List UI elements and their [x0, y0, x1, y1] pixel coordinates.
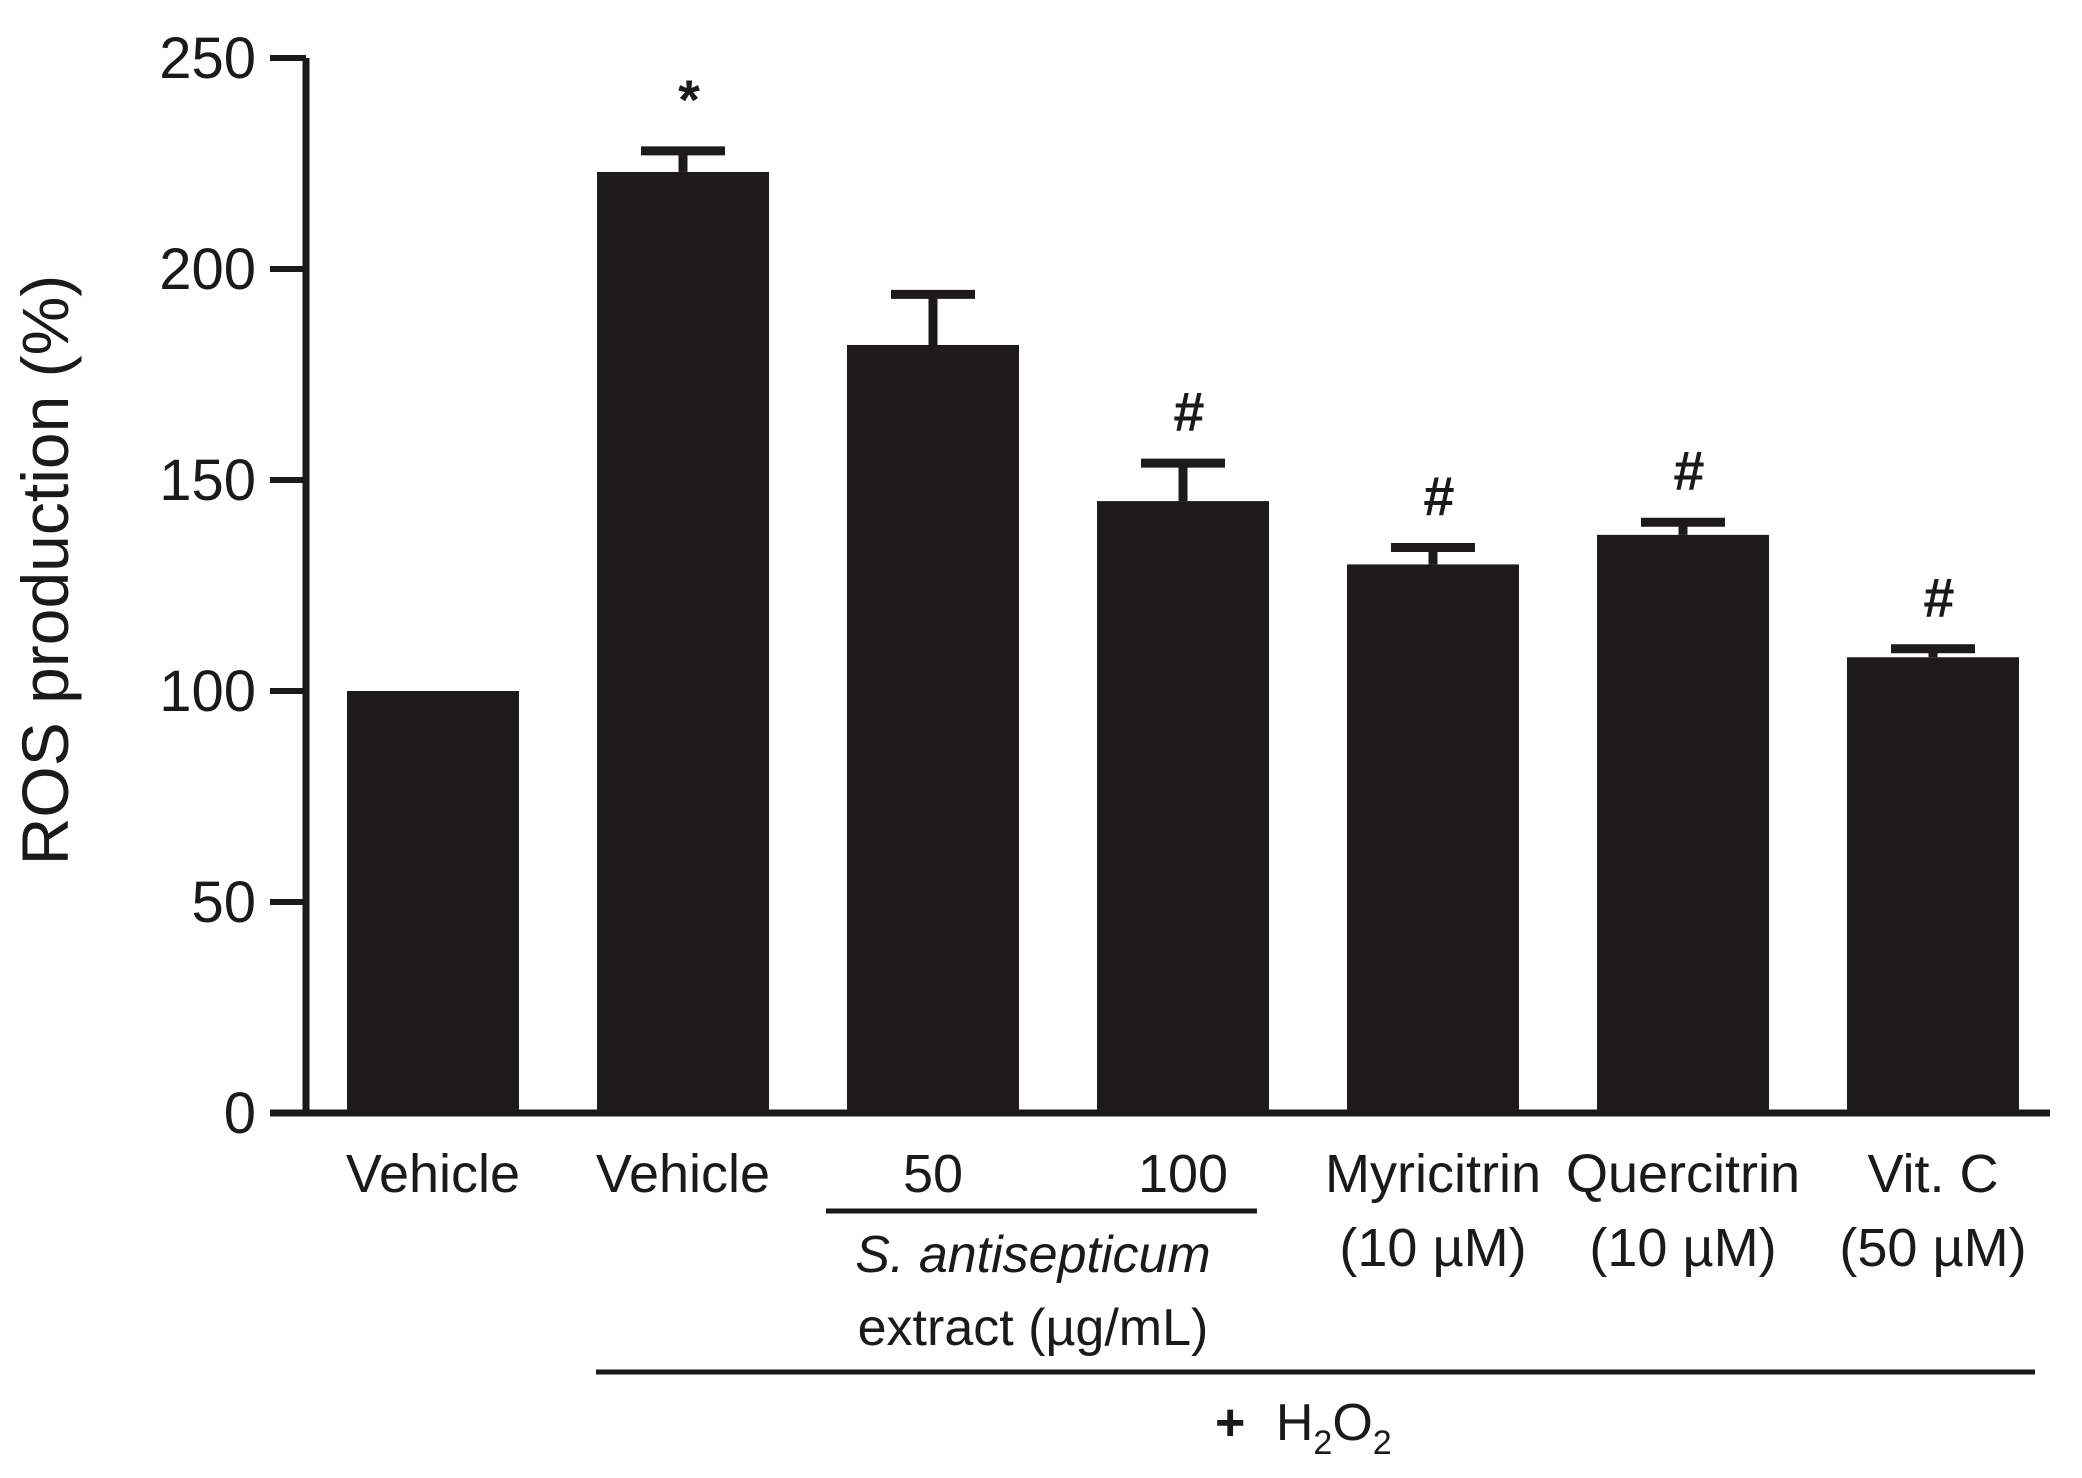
category-label: 50: [903, 1144, 963, 1204]
bar: [1097, 501, 1269, 1114]
significance-marker: #: [1173, 380, 1204, 443]
category-sublabel: (10 µM): [1589, 1218, 1776, 1278]
significance-marker: #: [1423, 465, 1454, 528]
extract-group-line2: extract (µg/mL): [858, 1299, 1209, 1357]
y-tick-label: 200: [159, 237, 256, 302]
y-tick-label: 50: [191, 870, 256, 935]
y-axis: 0 50 100 150 200 250: [159, 26, 2050, 1146]
significance-marker: *: [678, 68, 700, 131]
category-sublabel: (50 µM): [1839, 1218, 2026, 1278]
y-tick-label: 150: [159, 448, 256, 513]
significance-marker: #: [1923, 566, 1954, 629]
bar: [1597, 534, 1769, 1113]
bars: [347, 171, 2019, 1114]
significance-marker: #: [1673, 439, 1704, 502]
significance-markers: * # # # #: [678, 68, 1954, 629]
y-axis-label: ROS production (%): [8, 275, 82, 866]
bar: [847, 344, 1019, 1114]
y-tick-label: 250: [159, 26, 256, 91]
category-label: 100: [1138, 1144, 1228, 1204]
bar: [347, 691, 519, 1113]
category-label: Vehicle: [346, 1144, 520, 1204]
h2o2-group: + H2O2: [596, 1369, 2035, 1462]
category-label: Myricitrin: [1325, 1144, 1541, 1204]
extract-group: S. antisepticum extract (µg/mL): [826, 1208, 1257, 1357]
bar: [597, 171, 769, 1113]
category-label: Vit. C: [1867, 1144, 1998, 1204]
y-tick-label: 100: [159, 659, 256, 724]
category-sublabel: (10 µM): [1339, 1218, 1526, 1278]
category-label: Vehicle: [596, 1144, 770, 1204]
category-labels: Vehicle Vehicle 50 100 Myricitrin (10 µM) Quer…: [346, 1144, 2027, 1278]
bar: [1347, 564, 1519, 1113]
y-tick-label: 0: [224, 1081, 256, 1146]
error-bars: [641, 146, 1975, 658]
category-label: Quercitrin: [1566, 1144, 1800, 1204]
h2o2-label: + H2O2: [1215, 1394, 1392, 1462]
bar: [1847, 657, 2019, 1113]
extract-group-line1: S. antisepticum: [855, 1226, 1211, 1284]
